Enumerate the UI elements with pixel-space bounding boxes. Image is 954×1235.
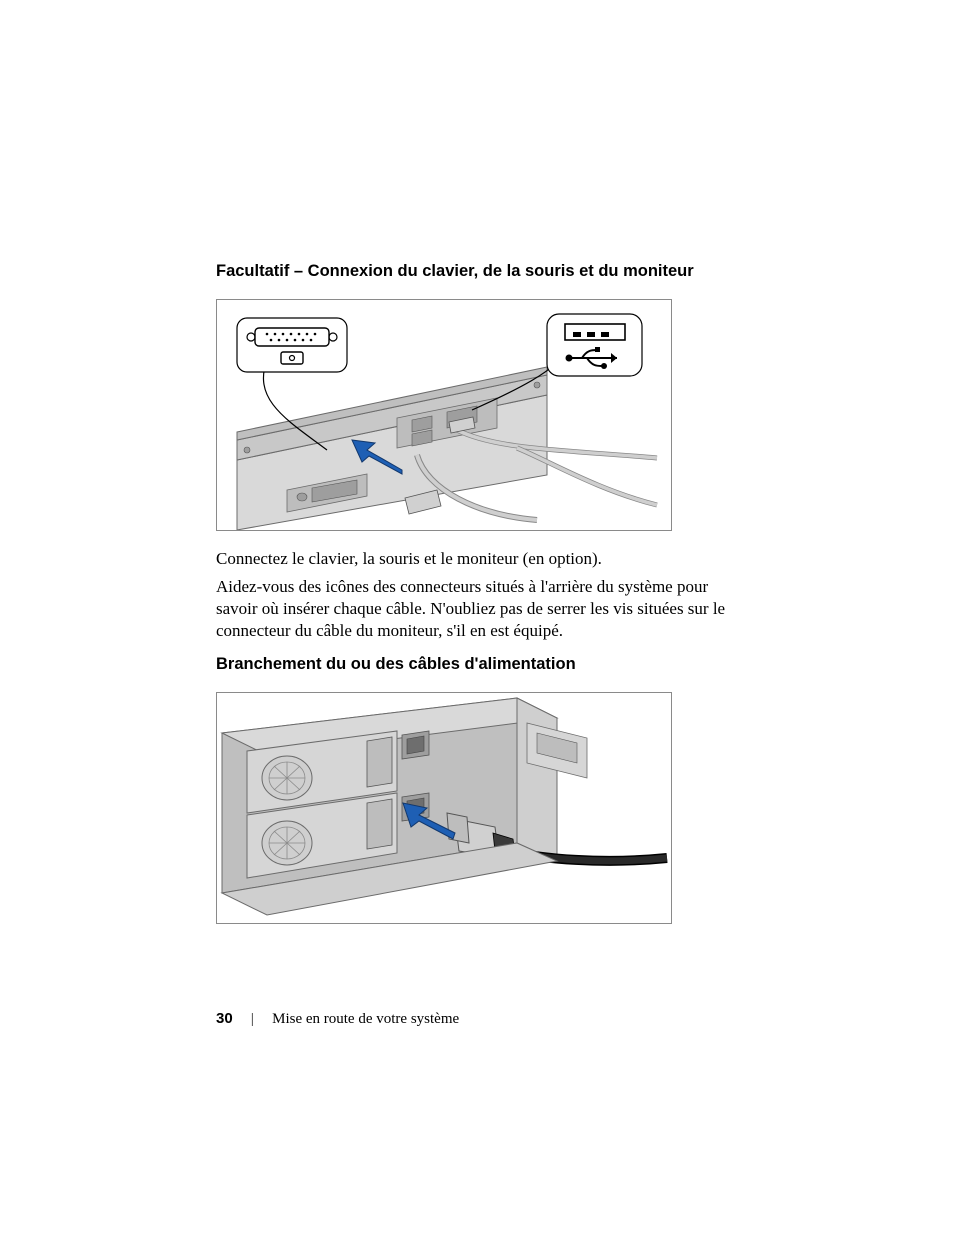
footer-section-title: Mise en route de votre système (272, 1011, 459, 1027)
paragraph-connector-icons-help: Aidez-vous des icônes des connecteurs si… (216, 576, 736, 642)
page-footer: 30 | Mise en route de votre système (216, 1010, 459, 1028)
heading-power-cable: Branchement du ou des câbles d'alimentat… (216, 655, 576, 674)
heading-keyboard-mouse-monitor: Facultatif – Connexion du clavier, de la… (216, 262, 694, 281)
paragraph-connect-peripherals: Connectez le clavier, la souris et le mo… (216, 548, 736, 570)
figure-power-cable (216, 692, 672, 924)
page-number: 30 (216, 1010, 233, 1027)
diagram-power-supply-icon (217, 693, 671, 923)
figure-keyboard-mouse-monitor (216, 299, 672, 531)
document-page: Facultatif – Connexion du clavier, de la… (0, 0, 954, 1235)
diagram-rear-panel-ports-icon (217, 300, 671, 530)
footer-separator: | (251, 1010, 255, 1026)
